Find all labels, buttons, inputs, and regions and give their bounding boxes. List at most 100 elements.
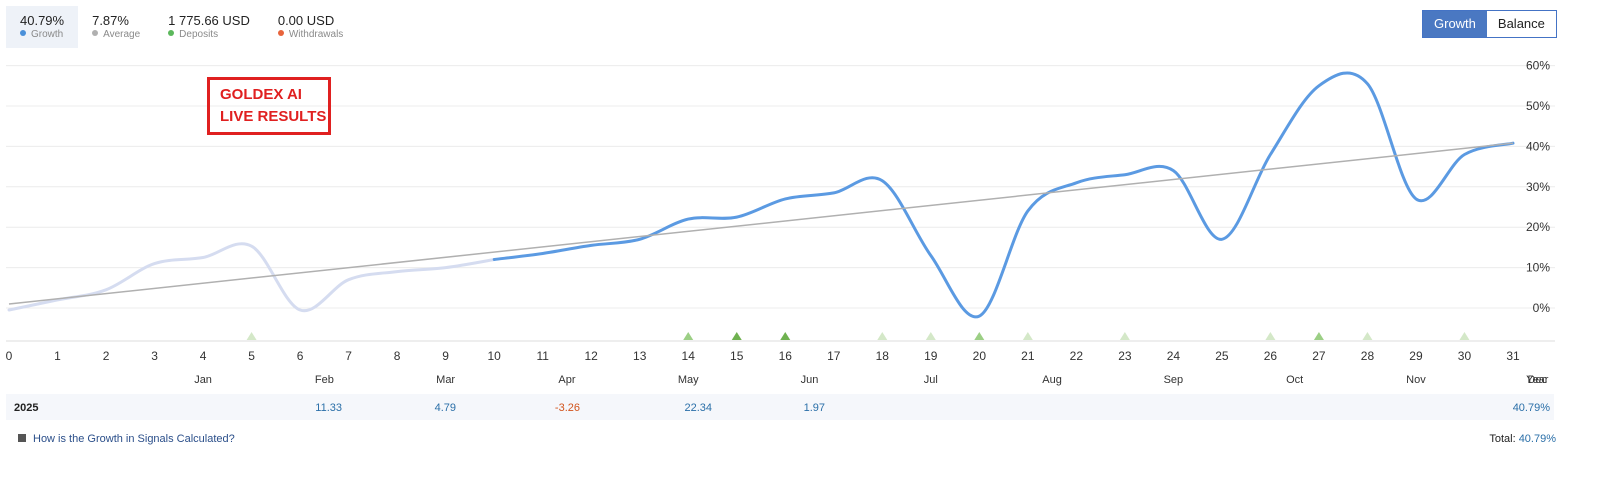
y-tick-label: 40% [1526,139,1550,153]
chart-mode-toggle: Growth Balance [1422,10,1557,38]
deposit-marker [1459,332,1470,340]
growth-chart: 0%10%20%30%40%50%60%0 1 2 3 4 5 6 7 8 9 10 11 12 13 14… [6,59,1555,386]
month-value-feb: 11.33 [315,402,342,414]
deposit-marker [1313,332,1324,340]
month-value-jun: 1.97 [803,402,825,414]
deposit-marker [683,332,694,340]
stat-withdrawals-value: 0.00 USD [277,13,335,28]
x-tick-label: 29 [1409,349,1423,363]
month-label: Apr [558,374,575,386]
x-tick-label: 1 [54,349,61,363]
month-label: Oct [1286,374,1303,386]
stat-deposits-label: Deposits [179,29,219,40]
deposit-marker [1362,332,1373,340]
deposits-dot-icon [168,30,175,36]
y-tick-label: 0% [1533,301,1551,315]
growth-calculation-link[interactable]: How is the Growth in Signals Calculated? [18,433,235,445]
balance-tab-button[interactable]: Balance [1486,11,1556,37]
x-tick-label: 9 [442,349,449,363]
x-tick-label: 4 [200,349,207,363]
x-tick-label: 2 [103,349,110,363]
y-tick-label: 20% [1526,220,1550,234]
stat-growth-value: 40.79% [20,13,65,28]
deposit-marker [246,332,257,340]
growth-history-line [7,242,496,313]
x-tick-label: 21 [1021,349,1035,363]
stat-growth-label: Growth [31,29,64,40]
month-label: Feb [315,374,334,386]
deposit-marker [780,332,791,340]
deposit-marker [925,332,936,340]
stat-withdrawals-label: Withdrawals [288,29,344,40]
x-tick-label: 25 [1215,349,1229,363]
growth-line [492,71,1515,319]
badge-line-1: GOLDEX AI [220,86,302,103]
growth-tab-button[interactable]: Growth [1423,11,1487,37]
month-label: Nov [1406,374,1426,386]
x-tick-label: 19 [924,349,938,363]
x-tick-label: 24 [1167,349,1181,363]
stat-average-label: Average [103,29,141,40]
x-tick-label: 12 [585,349,599,363]
y-tick-label: 30% [1526,180,1550,194]
book-icon [18,434,26,442]
x-tick-label: 15 [730,349,744,363]
x-tick-label: 10 [487,349,501,363]
y-tick-label: 50% [1526,99,1550,113]
stats-bar: 40.79% Growth 7.87% Average 1 775.66 USD… [6,6,357,48]
month-label: May [678,374,699,386]
stat-average-value: 7.87% [92,13,129,28]
x-tick-label: 3 [151,349,158,363]
x-tick-label: 8 [394,349,401,363]
x-tick-label: 17 [827,349,841,363]
year-label: 2025 [14,402,39,414]
y-tick-label: 60% [1526,59,1550,73]
x-tick-label: 31 [1506,349,1520,363]
total-summary: Total: 40.79% [1489,433,1556,445]
x-tick-label: 20 [973,349,987,363]
x-tick-label: 7 [345,349,352,363]
month-value-mar: 4.79 [434,402,456,414]
growth-calculation-link-text: How is the Growth in Signals Calculated? [33,433,235,445]
month-label: Year [1526,374,1549,386]
x-tick-label: 26 [1264,349,1278,363]
average-dot-icon [92,30,99,36]
x-tick-label: 13 [633,349,647,363]
x-tick-label: 18 [876,349,890,363]
month-value-may: 22.34 [684,402,712,414]
deposit-marker [877,332,888,340]
deposit-marker [1022,332,1033,340]
x-tick-label: 5 [248,349,255,363]
x-tick-label: 27 [1312,349,1326,363]
y-tick-label: 10% [1526,261,1550,275]
stat-withdrawals[interactable]: 0.00 USD Withdrawals [264,6,357,48]
x-tick-label: 28 [1361,349,1375,363]
x-tick-label: 14 [682,349,696,363]
stat-deposits-value: 1 775.66 USD [168,13,250,28]
month-value-apr: -3.26 [554,402,580,414]
deposit-marker [1119,332,1130,340]
x-tick-label: 11 [536,349,549,363]
stat-growth[interactable]: 40.79% Growth [6,6,79,48]
deposit-marker [974,332,985,340]
goldex-badge: GOLDEX AI LIVE RESULTS [207,77,331,135]
x-tick-label: 16 [779,349,793,363]
total-value: 40.79% [1518,433,1556,445]
x-tick-label: 0 [6,349,13,363]
month-label: Jan [194,374,212,386]
year-total-value: 40.79% [1512,402,1550,414]
year-summary-row: 2025 11.33 4.79 -3.26 22.34 1.97 40.79% [6,394,1554,420]
growth-dot-icon [20,30,26,36]
month-label: Aug [1042,374,1062,386]
stat-deposits[interactable]: 1 775.66 USD Deposits [154,6,264,48]
month-label: Dec [1527,374,1547,386]
stat-average[interactable]: 7.87% Average [78,6,154,48]
month-label: Sep [1164,374,1184,386]
withdrawals-dot-icon [277,30,284,36]
month-label: Jun [801,374,819,386]
deposit-marker [1265,332,1276,340]
total-label: Total: [1489,433,1516,445]
average-trend-line [8,142,1514,305]
x-tick-label: 23 [1118,349,1132,363]
deposit-marker [731,332,742,340]
